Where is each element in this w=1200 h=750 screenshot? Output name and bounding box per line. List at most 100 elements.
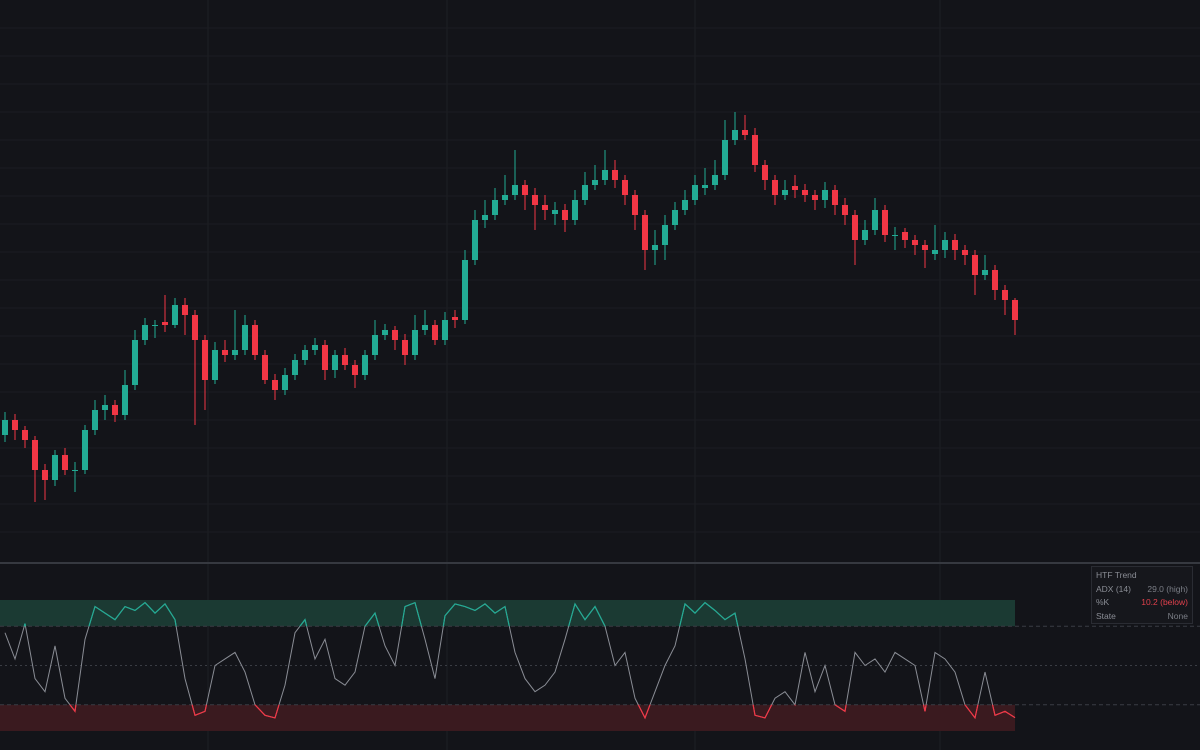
info-panel: HTF Trend ADX (14) 29.0 (high) %K 10.2 (be… — [1091, 566, 1193, 624]
candle-body — [332, 355, 338, 370]
candle-body — [262, 355, 268, 380]
candle-body — [142, 325, 148, 340]
candle-body — [832, 190, 838, 205]
panel-label: %K — [1096, 597, 1110, 607]
candle-body — [62, 455, 68, 470]
candle-body — [302, 350, 308, 360]
candle-body — [762, 165, 768, 180]
candle-body — [212, 350, 218, 380]
candle-body — [452, 317, 458, 320]
panel-title: HTF Trend — [1096, 570, 1137, 580]
candle-body — [892, 235, 898, 236]
candle-body — [902, 232, 908, 240]
candle-body — [582, 185, 588, 200]
candle-body — [532, 195, 538, 205]
candle-body — [862, 230, 868, 240]
candle-body — [412, 330, 418, 355]
candle-body — [442, 320, 448, 340]
candle-body — [692, 185, 698, 200]
candle-body — [772, 180, 778, 195]
candle-body — [942, 240, 948, 250]
candle-body — [382, 330, 388, 335]
candle-body — [612, 170, 618, 180]
candle-body — [802, 190, 808, 195]
panel-value: 29.0 (high) — [1147, 583, 1188, 594]
candle-body — [502, 195, 508, 200]
panel-row: %K 10.2 (below) — [1096, 596, 1188, 610]
lower-zone — [0, 704, 1015, 731]
candle-body — [522, 185, 528, 195]
panel-row: ADX (14) 29.0 (high) — [1096, 583, 1188, 597]
candle-body — [872, 210, 878, 230]
candle-body — [962, 250, 968, 255]
candle-body — [192, 315, 198, 340]
candle-body — [852, 215, 858, 240]
candle-body — [642, 215, 648, 250]
panel-label: ADX (14) — [1096, 583, 1131, 594]
candle-body — [102, 405, 108, 410]
candle-body — [1002, 290, 1008, 300]
candle-body — [652, 245, 658, 250]
candle-body — [702, 185, 708, 188]
candle-body — [312, 345, 318, 350]
candle-body — [1012, 300, 1018, 320]
candle-body — [202, 340, 208, 380]
candle-body — [182, 305, 188, 315]
candle-body — [272, 380, 278, 390]
candle-body — [742, 130, 748, 135]
candle-body — [112, 405, 118, 415]
candle-body — [322, 345, 328, 370]
candle-body — [842, 205, 848, 215]
candle-body — [362, 355, 368, 375]
candle-body — [422, 325, 428, 330]
candle-body — [162, 322, 168, 325]
candle-body — [912, 240, 918, 245]
candle-body — [402, 340, 408, 355]
candle-body — [472, 220, 478, 260]
candle-body — [82, 430, 88, 470]
candle-body — [952, 240, 958, 250]
upper-zone — [0, 600, 1015, 627]
candle-body — [342, 355, 348, 365]
candle-body — [222, 350, 228, 355]
candle-body — [732, 130, 738, 140]
candle-body — [722, 140, 728, 175]
candle-body — [32, 440, 38, 470]
candle-body — [572, 200, 578, 220]
candle-body — [232, 350, 238, 355]
candle-body — [552, 210, 558, 214]
candle-body — [712, 175, 718, 185]
candle-body — [812, 195, 818, 200]
candle-body — [512, 185, 518, 195]
candle-body — [672, 210, 678, 225]
candle-body — [932, 250, 938, 254]
candle-body — [462, 260, 468, 320]
candle-body — [662, 225, 668, 245]
candle-body — [782, 190, 788, 195]
candle-body — [882, 210, 888, 235]
candle-body — [242, 325, 248, 350]
candle-body — [622, 180, 628, 195]
candle-body — [602, 170, 608, 180]
candle-body — [252, 325, 258, 355]
panel-value: None — [1167, 610, 1188, 621]
candle-body — [682, 200, 688, 210]
candle-body — [92, 410, 98, 430]
panel-title-row: HTF Trend — [1096, 569, 1188, 583]
candle-body — [922, 245, 928, 250]
candle-body — [792, 186, 798, 190]
candle-body — [122, 385, 128, 415]
candle-body — [752, 135, 758, 165]
candle-body — [542, 205, 548, 210]
candle-body — [992, 270, 998, 290]
candle-body — [292, 360, 298, 375]
candle-body — [982, 270, 988, 275]
candle-body — [392, 330, 398, 340]
candle-body — [972, 255, 978, 275]
candle-body — [492, 200, 498, 215]
candle-body — [282, 375, 288, 390]
candle-body — [172, 305, 178, 325]
candle-body — [2, 420, 8, 435]
